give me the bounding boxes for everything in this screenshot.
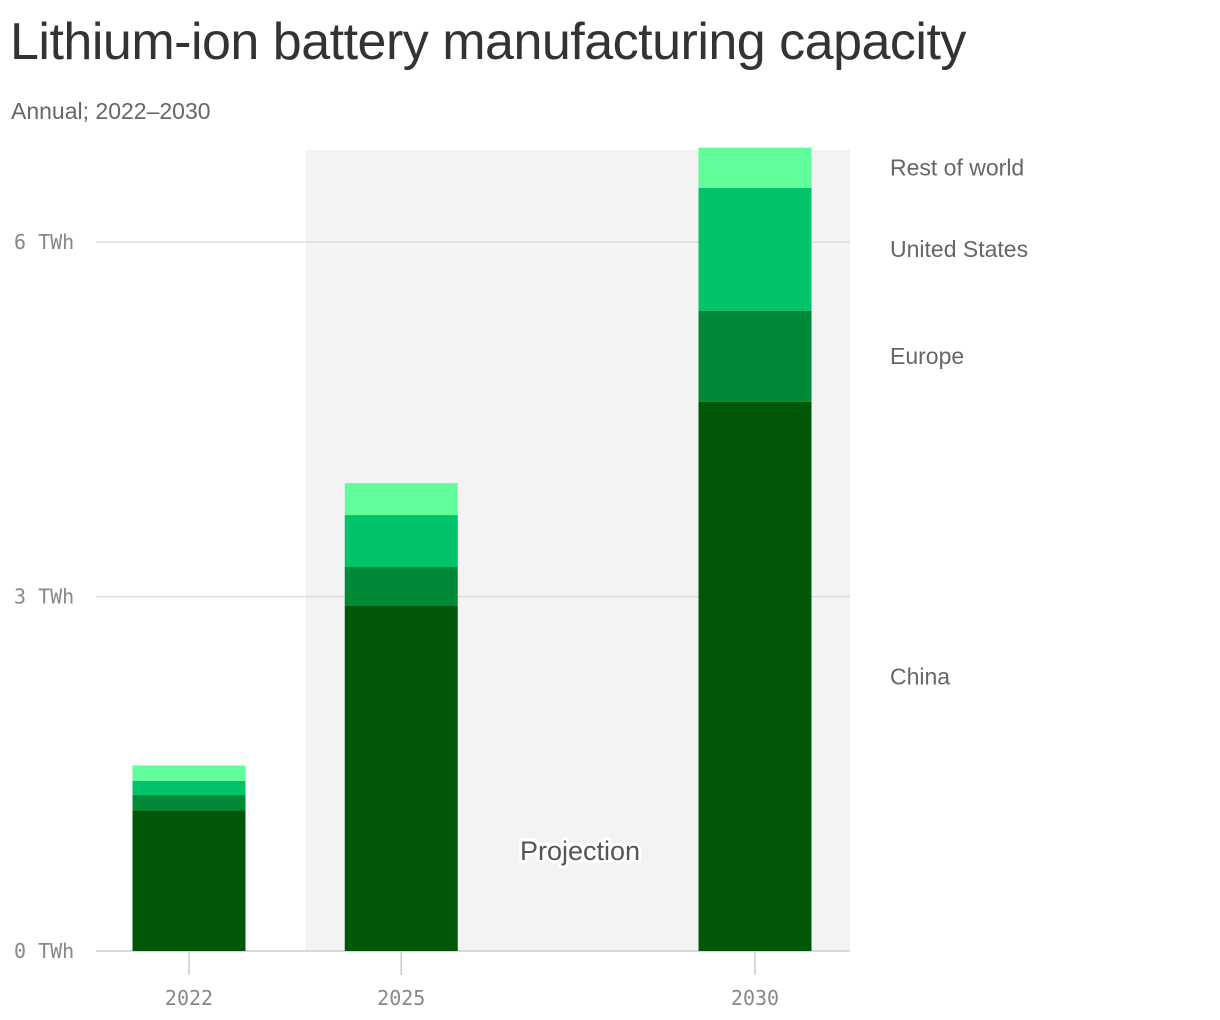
chart-subtitle: Annual; 2022–2030 xyxy=(11,98,211,124)
chart-title: Lithium-ion battery manufacturing capaci… xyxy=(10,13,966,71)
bar-segment xyxy=(132,765,246,781)
bar-segment xyxy=(698,310,812,402)
legend-label: United States xyxy=(890,236,1028,262)
legend-label: China xyxy=(890,663,950,689)
projection-label: Projection xyxy=(520,836,640,866)
bar-segment xyxy=(698,147,812,188)
legend-label: Europe xyxy=(890,343,964,369)
bar-segment xyxy=(344,483,458,516)
bar-segment xyxy=(698,401,812,951)
legend-label: Rest of world xyxy=(890,155,1024,181)
bar-segment xyxy=(344,606,458,951)
y-tick-label: 3 TWh xyxy=(14,585,74,609)
y-tick-label: 0 TWh xyxy=(14,939,74,963)
bar-segment xyxy=(344,567,458,607)
bar-segment xyxy=(344,515,458,568)
x-tick-label: 2025 xyxy=(377,986,425,1010)
bar-segment xyxy=(132,795,246,811)
bar-segment xyxy=(132,780,246,796)
x-tick-label: 2030 xyxy=(731,986,779,1010)
x-tick-label: 2022 xyxy=(165,986,213,1010)
y-tick-label: 6 TWh xyxy=(14,230,74,254)
bar-segment xyxy=(132,810,246,951)
bar-segment xyxy=(698,187,812,311)
